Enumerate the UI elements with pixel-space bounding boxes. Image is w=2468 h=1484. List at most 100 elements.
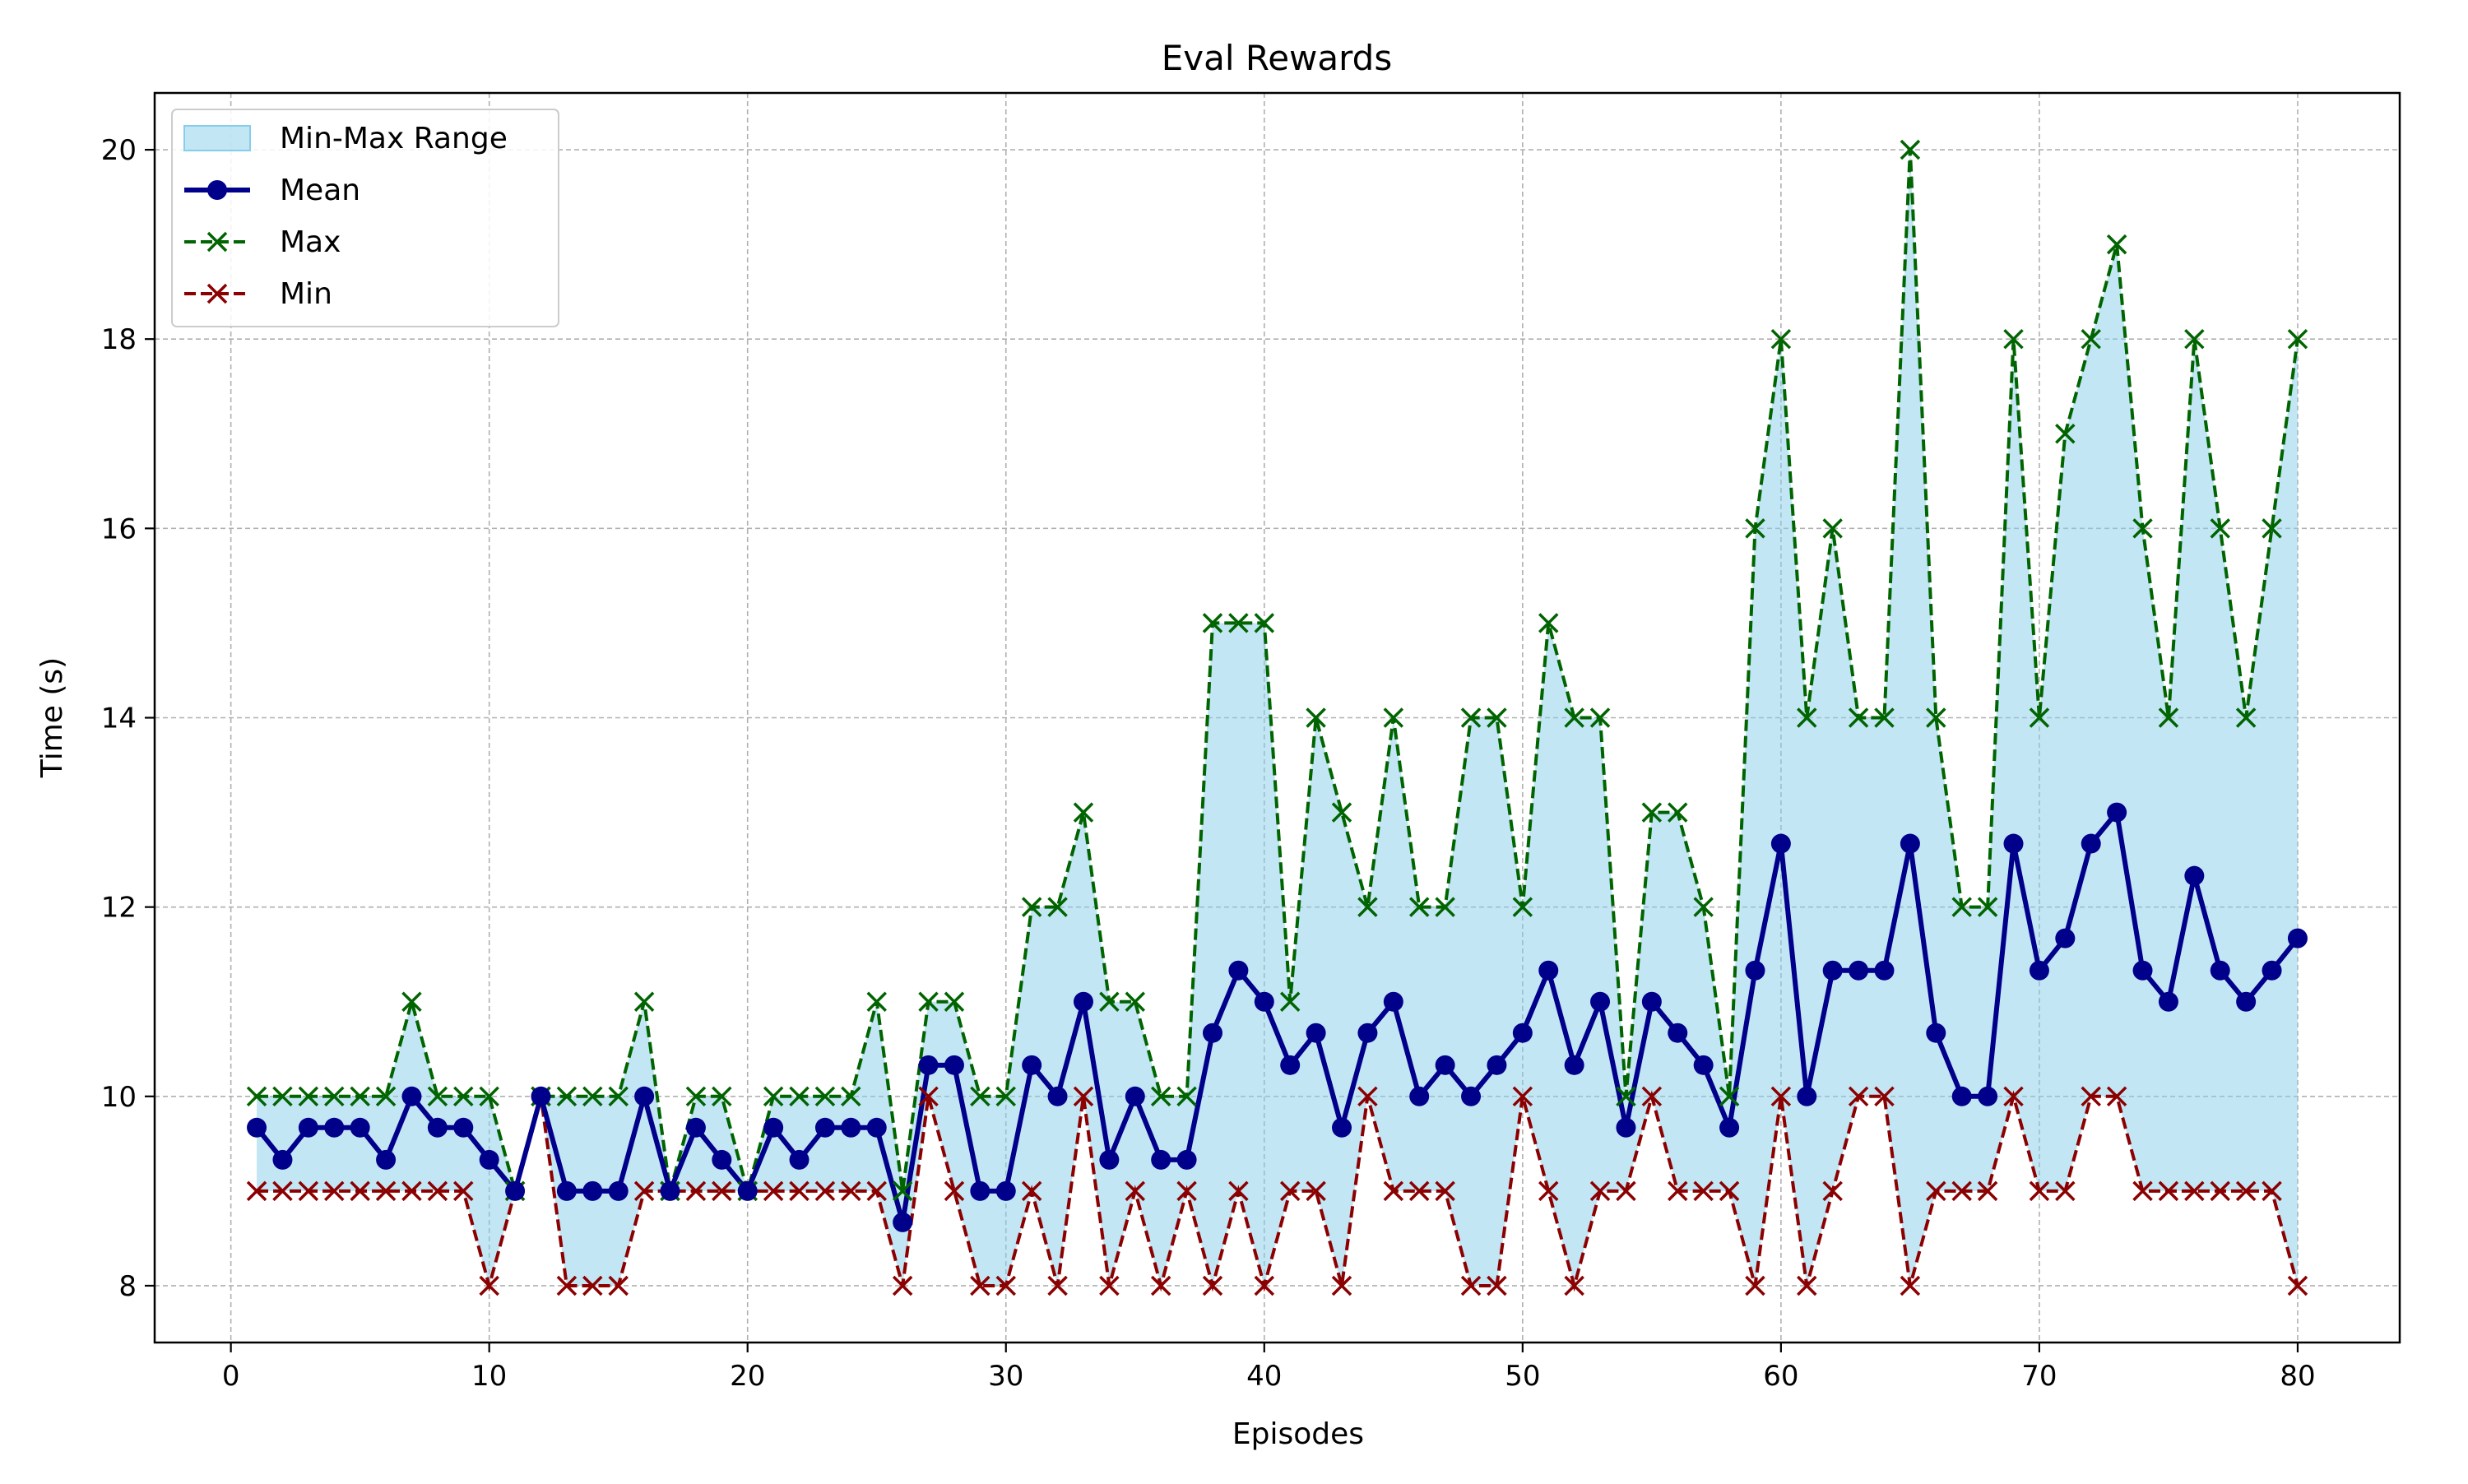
max-point (685, 1086, 707, 1107)
mean-point (1849, 960, 1869, 981)
max-point (1254, 613, 1275, 633)
max-point (1176, 1086, 1197, 1107)
mean-point (1590, 991, 1611, 1012)
mean-point (1409, 1086, 1430, 1106)
mean-point (1616, 1117, 1636, 1138)
min-point (1745, 1275, 1765, 1296)
mean-point (479, 1149, 499, 1170)
max-point (841, 1086, 861, 1107)
x-tick-label: 50 (1505, 1360, 1540, 1393)
x-tick-label: 30 (988, 1360, 1023, 1393)
axis-ticks: 0 10 20 30 40 50 60 70 80 8 10 12 14 16 18 20 (101, 134, 2316, 1393)
max-point (1770, 328, 1792, 350)
legend-label-mean: Mean (280, 174, 360, 207)
max-point (1357, 897, 1378, 917)
min-point (582, 1275, 603, 1296)
max-point (866, 991, 887, 1012)
min-point (427, 1180, 448, 1202)
min-point (1254, 1275, 1275, 1296)
max-point (1538, 613, 1559, 633)
min-point (1150, 1275, 1171, 1296)
mean-point (866, 1117, 887, 1138)
max-point (1589, 707, 1611, 728)
mean-point (1383, 991, 1403, 1012)
mean-point (2236, 991, 2257, 1012)
max-point (1099, 991, 1120, 1012)
max-point (1306, 707, 1326, 728)
legend: Min-Max Range Mean Max Min (171, 109, 559, 327)
mean-point (1151, 1149, 1171, 1170)
min-point (1408, 1180, 1430, 1202)
max-point (1047, 897, 1068, 917)
mean-point (1978, 1086, 1998, 1106)
y-tick-label: 20 (101, 134, 137, 167)
x-tick-label: 60 (1763, 1360, 1798, 1393)
min-point (1073, 1086, 1094, 1107)
min-point (633, 1180, 655, 1202)
max-point (556, 1086, 578, 1107)
y-tick-label: 12 (101, 892, 137, 925)
mean-point (556, 1180, 577, 1201)
max-point (944, 991, 965, 1012)
max-point (1822, 518, 1843, 539)
min-point (1589, 1180, 1611, 1202)
min-point (814, 1180, 836, 1202)
mean-point (1719, 1117, 1740, 1138)
mean-point (401, 1086, 422, 1106)
min-point (1202, 1275, 1223, 1296)
max-point (1668, 802, 1688, 823)
max-point (918, 991, 939, 1012)
max-point (324, 1086, 345, 1107)
legend-box (171, 109, 559, 327)
min-point (1822, 1180, 1843, 1202)
mean-point (531, 1086, 551, 1106)
mean-point (1797, 1086, 1817, 1106)
mean-point (350, 1117, 370, 1138)
max-point (1641, 802, 1663, 823)
min-point (2029, 1180, 2050, 1202)
mean-point (2184, 865, 2205, 886)
mean-point (2262, 960, 2282, 981)
max-point (995, 1086, 1016, 1107)
min-point (298, 1180, 319, 1202)
min-point (1719, 1180, 1740, 1202)
min-point (1797, 1275, 1817, 1296)
min-point (2287, 1275, 2308, 1296)
max-point (814, 1086, 836, 1107)
mean-point (685, 1117, 706, 1138)
legend-label-min: Min (280, 277, 332, 311)
max-point (2003, 328, 2024, 350)
max-point (582, 1086, 603, 1107)
mean-point (1512, 1023, 1533, 1043)
mean-point (272, 1149, 293, 1170)
mean-point (427, 1117, 448, 1138)
mean-point (2158, 991, 2178, 1012)
x-tick-label: 80 (2280, 1360, 2315, 1393)
mean-point (2081, 833, 2101, 854)
max-point (1435, 897, 1455, 917)
min-point (1176, 1180, 1197, 1202)
max-point (1900, 139, 1921, 160)
max-point (1797, 707, 1817, 728)
max-point (2287, 328, 2308, 350)
min-point (2081, 1086, 2101, 1107)
x-tick-label: 70 (2021, 1360, 2057, 1393)
mean-point (1176, 1149, 1197, 1170)
mean-point (1538, 960, 1559, 981)
min-point (556, 1275, 578, 1296)
min-point (1512, 1086, 1533, 1107)
mean-point (2107, 802, 2127, 823)
max-point (1073, 802, 1094, 823)
min-point (2106, 1086, 2127, 1107)
min-point (918, 1086, 939, 1107)
min-point (2235, 1180, 2257, 1202)
max-point (2132, 518, 2153, 539)
max-point (2106, 234, 2127, 255)
legend-label-max: Max (280, 225, 341, 259)
y-tick-label: 10 (101, 1081, 137, 1114)
mean-point (1022, 1055, 1042, 1075)
mean-point (1228, 960, 1249, 981)
mean-point (1874, 960, 1895, 981)
mean-point (1926, 1023, 1946, 1043)
min-point (1435, 1180, 1455, 1202)
